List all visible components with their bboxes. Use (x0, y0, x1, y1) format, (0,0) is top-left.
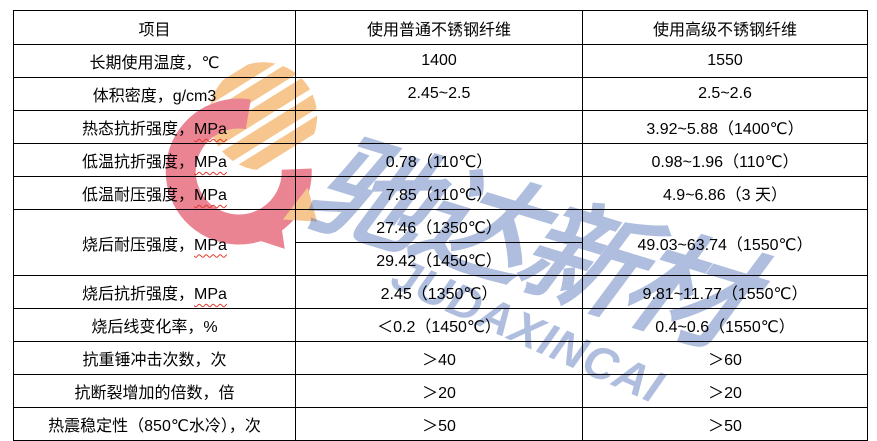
item-label: 抗重锤冲击次数，次 (82, 352, 227, 369)
item-label: 烧后线变化率，% (91, 319, 218, 336)
table-row: 抗重锤冲击次数，次 ＞40 ＞60 (13, 341, 868, 375)
item-label-cell: 烧后抗折强度，MPa (13, 275, 296, 309)
value-cell-advanced: 3.92~5.88（1400℃） (582, 110, 868, 144)
column-header-item: 项目 (13, 10, 296, 45)
item-label: 热态抗折强度， (82, 121, 195, 138)
value-cell-advanced: 0.4~0.6（1550℃） (582, 308, 868, 342)
item-label-cell: 抗重锤冲击次数，次 (13, 341, 296, 375)
table-row: 热震稳定性（850℃水冷），次 ＞50 ＞50 (13, 407, 868, 441)
item-label: 长期使用温度，℃ (89, 55, 220, 72)
value-cell-advanced: 4.9~6.86（3 天） (582, 176, 868, 210)
item-label-cell: 热态抗折强度，MPa (13, 110, 296, 144)
table-row: 低温耐压强度，MPa 7.85（110℃） 4.9~6.86（3 天） (13, 176, 868, 210)
table-row: 29.42（1450℃） (14, 242, 868, 276)
unit-label: MPa (194, 187, 227, 204)
column-header-normal-fiber: 使用普通不锈钢纤维 (295, 10, 583, 45)
item-label-cell: 低温抗折强度，MPa (13, 143, 296, 177)
value-cell-advanced: 1550 (582, 44, 868, 78)
item-label: 低温耐压强度， (82, 187, 195, 204)
table-row: 烧后抗折强度，MPa 2.45（1350℃） 9.81~11.77（1550℃） (13, 275, 868, 309)
item-label-cell: 烧后耐压强度，MPa (13, 209, 296, 276)
item-label: 低温抗折强度， (82, 154, 195, 171)
item-label-cell: 抗断裂增加的倍数，倍 (13, 374, 296, 408)
item-label-cell: 长期使用温度，℃ (13, 44, 296, 78)
item-label-cell: 体积密度，g/cm3 (13, 77, 296, 111)
item-label: 热震稳定性（850℃水冷），次 (48, 418, 261, 435)
value-cell-normal: ＞20 (295, 374, 583, 408)
column-header-advanced-fiber: 使用高级不锈钢纤维 (582, 10, 868, 45)
item-label: 体积密度，g/cm3 (92, 88, 217, 105)
spec-table: 项目 使用普通不锈钢纤维 使用高级不锈钢纤维 长期使用温度，℃ 1400 155… (13, 10, 868, 441)
unit-label: MPa (194, 121, 227, 138)
value-cell-normal: 0.78（110℃） (295, 143, 583, 177)
item-label-cell: 烧后线变化率，% (13, 308, 296, 342)
value-cell-normal: ＞50 (295, 407, 583, 441)
table-row: 抗断裂增加的倍数，倍 ＞20 ＞20 (13, 374, 868, 408)
value-cell-advanced: 2.5~2.6 (582, 77, 868, 111)
value-cell-normal: ＞40 (295, 341, 583, 375)
table-row: 低温抗折强度，MPa 0.78（110℃） 0.98~1.96（110℃） (13, 143, 868, 177)
value-cell-advanced: ＞20 (582, 374, 868, 408)
value-cell-advanced: 9.81~11.77（1550℃） (582, 275, 868, 309)
table-row: 长期使用温度，℃ 1400 1550 (13, 44, 868, 78)
unit-label: MPa (194, 236, 227, 254)
table-row: 烧后线变化率，% ＜0.2（1450℃） 0.4~0.6（1550℃） (13, 308, 868, 342)
value-cell-advanced: 0.98~1.96（110℃） (582, 143, 868, 177)
table-row: 热态抗折强度，MPa 3.92~5.88（1400℃） (13, 110, 868, 144)
value-cell-advanced: 49.03~63.74（1550℃） (582, 209, 868, 276)
value-cell-normal: 1400 (295, 44, 583, 78)
value-cell-normal: 27.46（1350℃） (295, 209, 583, 243)
unit-label: MPa (194, 286, 227, 303)
value-cell-normal: 2.45（1350℃） (295, 275, 583, 309)
value-cell-normal: ＜0.2（1450℃） (295, 308, 583, 342)
table-row: 烧后耐压强度，MPa 27.46（1350℃） 49.03~63.74（1550… (13, 209, 868, 276)
value-cell-normal: 2.45~2.5 (295, 77, 583, 111)
value-cell-advanced: ＞50 (582, 407, 868, 441)
item-label: 烧后抗折强度， (82, 286, 195, 303)
value-cell-normal: 29.42（1450℃） (295, 242, 583, 276)
unit-label: MPa (194, 154, 227, 171)
item-label-cell: 热震稳定性（850℃水冷），次 (13, 407, 296, 441)
value-cell-advanced: ＞60 (582, 341, 868, 375)
header-row: 项目 使用普通不锈钢纤维 使用高级不锈钢纤维 (13, 10, 868, 45)
item-label: 烧后耐压强度， (82, 236, 195, 254)
table-row: 体积密度，g/cm3 2.45~2.5 2.5~2.6 (13, 77, 868, 111)
item-label-cell: 低温耐压强度，MPa (13, 176, 296, 210)
value-cell-normal (295, 110, 583, 144)
item-label: 抗断裂增加的倍数，倍 (74, 385, 235, 402)
value-cell-normal: 7.85（110℃） (295, 176, 583, 210)
